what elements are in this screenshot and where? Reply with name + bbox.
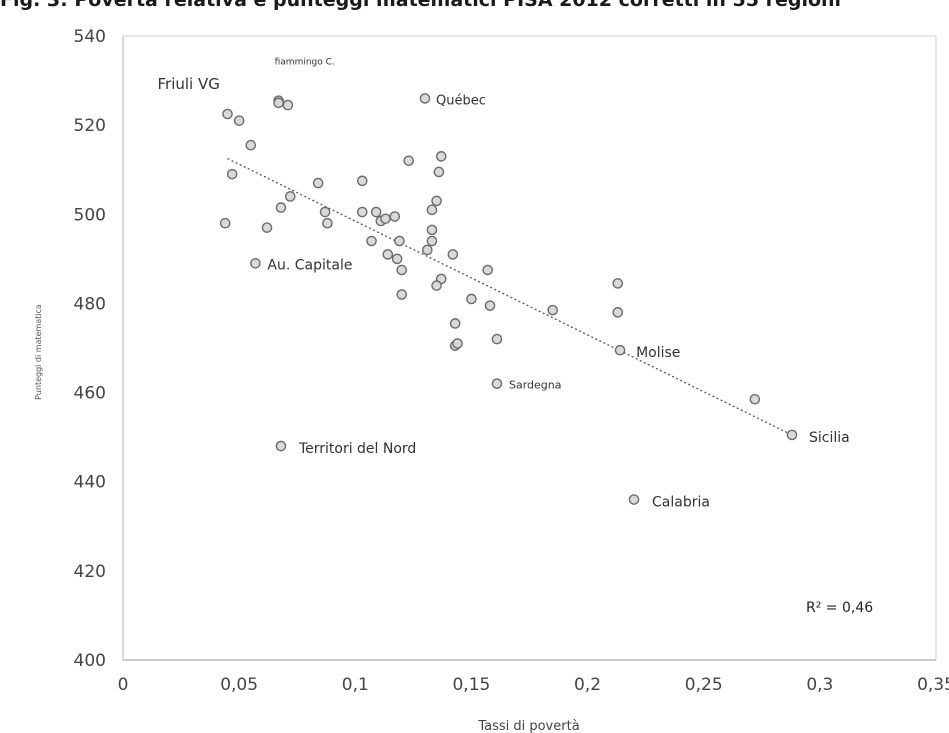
- data-point: [275, 202, 287, 213]
- y-tick-label: 480: [74, 294, 106, 314]
- data-point: [370, 206, 382, 218]
- chart-title: Fig. 3: Povertà relativa e punteggi mate…: [0, 0, 842, 11]
- x-tick-label: 0,15: [452, 675, 490, 695]
- data-point: [261, 222, 273, 233]
- data-point: [226, 168, 238, 180]
- x-tick-label: 0,05: [220, 675, 258, 695]
- r-squared-label: R² = 0,46: [806, 600, 873, 616]
- data-point: [356, 175, 368, 187]
- data-point: [431, 280, 442, 291]
- point-label: Friuli VG: [158, 75, 220, 93]
- y-tick-label: 400: [74, 651, 106, 671]
- point-label: Territori del Nord: [298, 441, 416, 457]
- plot-frame: [122, 35, 937, 661]
- y-axis-title: Punteggi di matematica: [34, 304, 43, 400]
- data-point: [366, 235, 377, 247]
- point-label: Au. Capitale: [267, 257, 352, 273]
- data-point: [426, 204, 438, 216]
- data-point: [356, 206, 368, 218]
- data-point: [389, 211, 401, 222]
- data-point: [380, 213, 391, 225]
- data-point: [403, 155, 415, 167]
- data-point: [435, 151, 447, 162]
- x-tick-label: 0,2: [574, 675, 601, 695]
- data-point: [319, 206, 331, 218]
- data-point: [282, 99, 294, 111]
- data-point: [396, 289, 408, 300]
- x-tick-label: 0,3: [806, 675, 833, 695]
- data-point: [391, 253, 403, 265]
- data-point: [312, 177, 324, 189]
- data-point: [433, 166, 445, 178]
- data-point: [447, 249, 459, 260]
- data-point: [484, 300, 496, 311]
- data-point: [466, 293, 477, 305]
- point-label: Molise: [636, 345, 680, 361]
- x-axis-title: Tassi di povertà: [477, 719, 579, 733]
- data-point: [452, 338, 463, 349]
- data-point: [396, 264, 408, 276]
- data-point: [322, 217, 333, 229]
- point-label: fiammingo C.: [275, 58, 335, 68]
- data-point: [482, 264, 493, 276]
- y-tick-label: 500: [74, 205, 106, 225]
- y-tick-label: 520: [74, 116, 106, 136]
- data-point: [421, 244, 433, 256]
- data-point: [431, 195, 442, 207]
- data-point: [612, 278, 624, 289]
- data-point: [382, 249, 394, 260]
- y-tick-label: 420: [74, 562, 106, 582]
- data-point: [547, 304, 559, 316]
- data-point: [491, 378, 503, 389]
- data-point: [273, 97, 284, 109]
- point-label: Québec: [436, 93, 486, 108]
- data-point: [426, 224, 438, 236]
- data-point: [245, 139, 257, 151]
- y-tick-label: 440: [74, 473, 106, 493]
- data-point: [449, 318, 461, 329]
- data-point: [491, 333, 503, 345]
- data-point: [749, 393, 761, 405]
- x-tick-label: 0: [118, 675, 129, 695]
- data-point: [284, 191, 296, 202]
- data-point: [275, 440, 287, 452]
- data-point: [612, 307, 624, 318]
- data-point: [628, 494, 640, 505]
- data-point: [419, 93, 431, 104]
- data-point: [426, 235, 438, 247]
- data-point: [250, 258, 261, 269]
- y-tick-label: 540: [74, 27, 106, 47]
- point-label: Sardegna: [509, 379, 561, 392]
- y-tick-label: 460: [74, 384, 106, 404]
- data-point: [614, 344, 626, 356]
- x-tick-label: 0,1: [342, 675, 369, 695]
- data-point: [394, 235, 405, 247]
- data-point: [219, 217, 231, 229]
- x-tick-label: 0,35: [917, 675, 949, 695]
- x-tick-label: 0,25: [685, 675, 723, 695]
- trendline: [227, 157, 793, 436]
- data-point: [786, 429, 798, 441]
- point-label: Calabria: [652, 495, 710, 511]
- point-label: Sicilia: [809, 430, 850, 446]
- data-point: [222, 108, 233, 120]
- data-point: [233, 115, 245, 126]
